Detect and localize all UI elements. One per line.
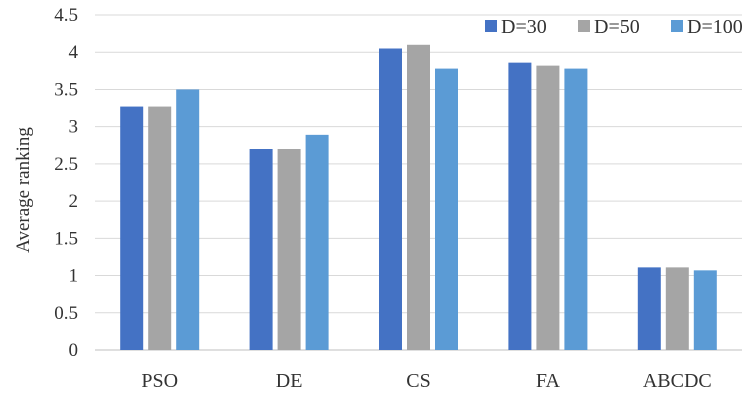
- y-axis-ticks: 0 0.5 1 1.5 2 2.5 3 3.5 4 4.5: [54, 5, 78, 361]
- bar-de-d30: [249, 149, 273, 350]
- bar-pso-d100: [176, 89, 200, 350]
- y-tick-label: 1.5: [54, 228, 78, 249]
- bar-pso-d30: [120, 106, 144, 350]
- y-tick-label: 4: [69, 42, 79, 63]
- x-category-label: CS: [406, 370, 430, 392]
- legend-swatch: [671, 20, 683, 32]
- bar-fa-d100: [564, 68, 588, 350]
- bar-cs-d100: [435, 68, 458, 350]
- y-tick-label: 2: [69, 191, 79, 212]
- bar-de-d50: [277, 149, 301, 350]
- x-axis-categories: PSO DE CS FA ABCDC: [141, 370, 711, 392]
- y-tick-label: 4.5: [54, 5, 78, 26]
- bar-abcdc-d30: [637, 267, 661, 350]
- bar-pso-d50: [148, 106, 172, 350]
- x-category-label: PSO: [141, 370, 178, 392]
- legend-label: D=100: [687, 16, 743, 38]
- bar-fa-d30: [508, 62, 532, 351]
- y-tick-label: 3.5: [54, 79, 78, 100]
- x-category-label: FA: [536, 370, 561, 392]
- x-category-label: DE: [276, 370, 303, 392]
- bar-cs-d30: [379, 48, 402, 350]
- legend-label: D=30: [501, 16, 547, 38]
- legend-label: D=50: [594, 16, 640, 38]
- y-tick-label: 2.5: [54, 154, 78, 175]
- x-category-label: ABCDC: [643, 370, 712, 392]
- y-tick-label: 0: [69, 340, 79, 361]
- bar-fa-d50: [536, 65, 560, 350]
- bar-cs-d50: [407, 44, 430, 351]
- bars: [120, 44, 717, 351]
- y-tick-label: 3: [69, 117, 79, 138]
- legend-swatch: [485, 20, 497, 32]
- y-tick-label: 0.5: [54, 303, 78, 324]
- legend-swatch: [578, 20, 590, 32]
- legend: D=30 D=50 D=100: [485, 16, 743, 38]
- bar-abcdc-d100: [693, 270, 717, 350]
- bar-abcdc-d50: [665, 267, 689, 350]
- y-axis-title: Average ranking: [13, 127, 34, 253]
- bar-de-d100: [305, 134, 329, 350]
- y-tick-label: 1: [69, 266, 79, 287]
